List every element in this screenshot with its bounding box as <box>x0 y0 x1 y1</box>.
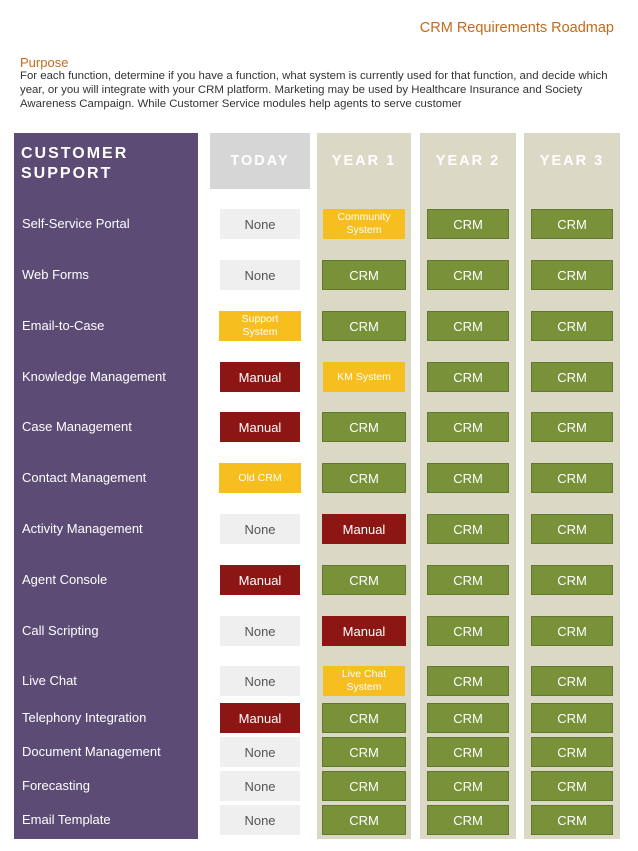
sidebar: CUSTOMER SUPPORT Self-Service Portal Web … <box>14 133 198 839</box>
status-cell: None <box>220 771 300 801</box>
status-cell: CRM <box>322 412 406 442</box>
status-cell: CRM <box>427 565 509 595</box>
row-label: Web Forms <box>22 267 89 282</box>
status-cell: CRM <box>322 311 406 341</box>
status-cell: CRM <box>322 703 406 733</box>
status-cell: Live Chat System <box>323 666 405 696</box>
status-cell: None <box>220 616 300 646</box>
row-label: Self-Service Portal <box>22 216 130 231</box>
section-title: CUSTOMER SUPPORT <box>21 144 128 184</box>
status-cell: None <box>220 260 300 290</box>
row-label: Contact Management <box>22 470 147 485</box>
status-cell: CRM <box>322 805 406 835</box>
status-cell: CRM <box>531 260 613 290</box>
status-cell: CRM <box>531 311 613 341</box>
status-cell: CRM <box>531 703 613 733</box>
status-cell: CRM <box>531 209 613 239</box>
column-0: TODAY <box>210 133 310 839</box>
status-cell: CRM <box>427 260 509 290</box>
status-cell: CRM <box>531 514 613 544</box>
status-cell: CRM <box>322 565 406 595</box>
status-cell: KM System <box>323 362 405 392</box>
status-cell: CRM <box>427 311 509 341</box>
status-cell: CRM <box>322 463 406 493</box>
status-cell: Old CRM <box>219 463 301 493</box>
purpose-text: For each function, determine if you have… <box>20 70 608 111</box>
status-cell: CRM <box>427 514 509 544</box>
status-cell: None <box>220 805 300 835</box>
row-label: Telephony Integration <box>22 710 147 725</box>
status-cell: CRM <box>322 771 406 801</box>
status-cell: CRM <box>531 565 613 595</box>
column-header: YEAR 2 <box>435 153 501 169</box>
column-header: YEAR 3 <box>539 153 605 169</box>
status-cell: CRM <box>427 616 509 646</box>
row-label: Email-to-Case <box>22 318 105 333</box>
row-label: Email Template <box>22 812 111 827</box>
status-cell: CRM <box>531 805 613 835</box>
status-cell: Manual <box>322 514 406 544</box>
status-cell: Manual <box>220 412 300 442</box>
status-cell: None <box>220 209 300 239</box>
status-cell: None <box>220 514 300 544</box>
status-cell: CRM <box>427 362 509 392</box>
status-cell: CRM <box>531 362 613 392</box>
status-cell: CRM <box>427 463 509 493</box>
status-cell: CRM <box>531 737 613 767</box>
status-cell: CRM <box>427 737 509 767</box>
row-label: Activity Management <box>22 521 143 536</box>
column-header: YEAR 1 <box>331 153 397 169</box>
status-cell: None <box>220 666 300 696</box>
status-cell: CRM <box>531 771 613 801</box>
column-header: TODAY <box>210 133 310 189</box>
section-title-line1: CUSTOMER <box>21 145 129 162</box>
status-cell: Manual <box>220 362 300 392</box>
status-cell: CRM <box>531 616 613 646</box>
purpose-heading: Purpose <box>20 55 69 70</box>
row-label: Live Chat <box>22 673 77 688</box>
status-cell: CRM <box>322 737 406 767</box>
status-cell: Support System <box>219 311 301 341</box>
status-cell: CRM <box>427 209 509 239</box>
status-cell: CRM <box>531 412 613 442</box>
row-label: Case Management <box>22 419 132 434</box>
status-cell: CRM <box>427 412 509 442</box>
status-cell: CRM <box>531 666 613 696</box>
status-cell: Community System <box>323 209 405 239</box>
status-cell: CRM <box>427 805 509 835</box>
row-label: Document Management <box>22 744 161 759</box>
status-cell: CRM <box>427 771 509 801</box>
section-title-line2: SUPPORT <box>21 165 113 182</box>
status-cell: CRM <box>322 260 406 290</box>
row-label: Call Scripting <box>22 623 99 638</box>
status-cell: None <box>220 737 300 767</box>
row-label: Agent Console <box>22 572 108 587</box>
status-cell: CRM <box>531 463 613 493</box>
status-cell: Manual <box>220 703 300 733</box>
row-label: Forecasting <box>22 778 90 793</box>
status-cell: CRM <box>427 703 509 733</box>
page-title: CRM Requirements Roadmap <box>419 20 614 36</box>
status-cell: CRM <box>427 666 509 696</box>
status-cell: Manual <box>220 565 300 595</box>
row-label: Knowledge Management <box>22 369 166 384</box>
status-cell: Manual <box>322 616 406 646</box>
